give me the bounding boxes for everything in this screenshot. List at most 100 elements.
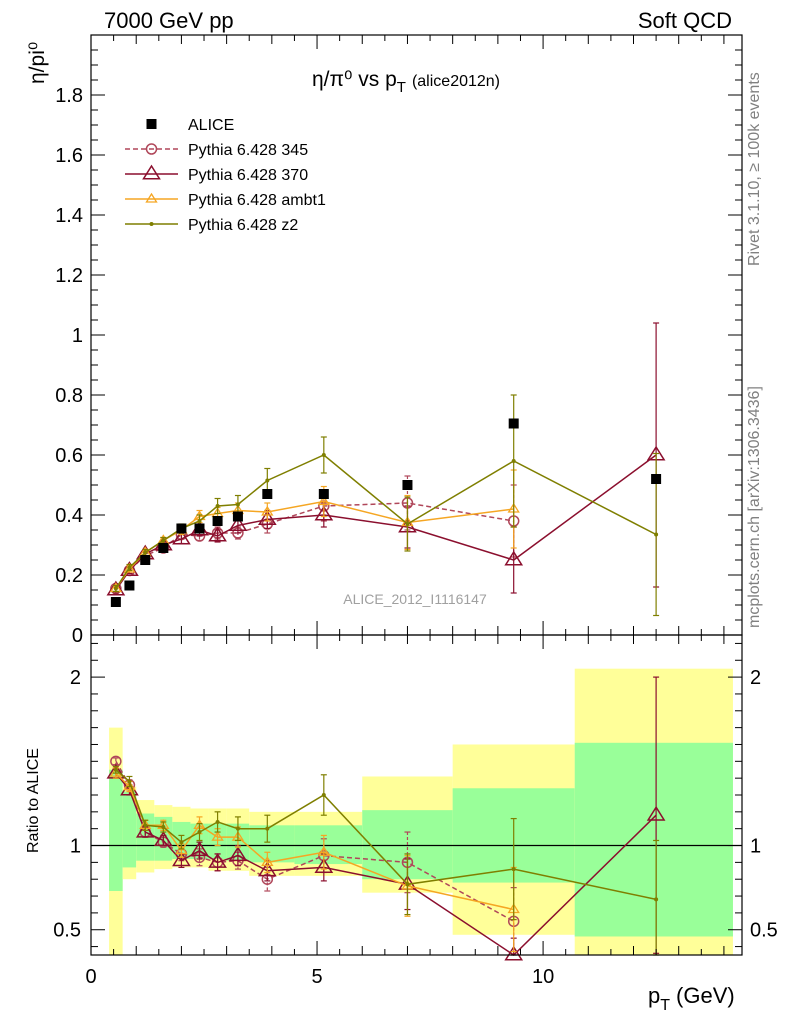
ratio-point-1-2 [135,822,155,838]
main-point-2-8 [261,505,274,516]
legend-marker-0 [145,143,158,155]
alice-point-5 [194,523,205,534]
alice-point-12 [651,474,662,484]
main-series-1 [106,322,666,596]
main-point-3-7 [235,502,240,507]
ratio-point-3-12 [654,897,659,902]
alice-point-6 [212,516,223,526]
main-ytick-label-9: 1.8 [55,85,83,107]
legend-marker-2 [145,192,158,203]
alice-point-1 [124,580,135,591]
main-ytick-label-2: 0.4 [55,505,83,527]
main-point-1-11 [504,550,524,566]
header-left: 7000 GeV pp [104,8,234,33]
ratio-point-1-9 [314,858,334,873]
main-ytick-label-7: 1.4 [55,205,83,227]
ratio-point-3-11 [511,867,516,872]
main-point-3-12 [654,532,659,537]
ratio-band-green-0 [109,769,123,891]
main-point-2-9 [317,495,330,506]
header-right: Soft QCD [637,8,732,33]
ratio-ytick-label-right-0: 0.5 [750,920,778,942]
main-point-3-6 [215,504,220,508]
alice-point-9 [318,489,329,499]
legend: ALICE Pythia 6.428 345 Pythia 6.428 370 Pyt… [125,117,326,234]
alice-point-0 [110,597,121,607]
ratio-xtick-label-2: 10 [532,966,554,988]
ratio-point-1-8 [257,861,277,877]
axes-layer: 0 0.2 0.4 0.6 0.8 1 1.2 1.4 1.6 1.8 0 5 10 0.5 0.5 1 1 2 2 [53,34,778,988]
main-point-3-11 [511,459,516,463]
ratio-ylabel: Ratio to ALICE [25,748,42,853]
legend-marker-3 [149,222,154,226]
main-point-1-7 [228,516,248,532]
main-point-1-6 [208,526,227,542]
ratio-point-2-9 [317,846,330,856]
ratio-band-green-12 [574,742,733,937]
ratio-point-1-11 [504,945,524,961]
main-point-1-1 [120,561,139,577]
alice-point-11 [508,418,519,429]
main-point-2-1 [123,562,136,573]
ratio-point-1-3 [153,831,173,847]
watermark: ALICE_2012_I1116147 [343,591,487,607]
legend-label-alice: ALICE [188,117,234,134]
main-series-layer [106,322,666,617]
legend-marker-1 [142,164,161,180]
ratio-band-green-8 [249,825,295,863]
ratio-point-1-4 [172,851,191,867]
main-point-3-3 [161,538,166,543]
main-ytick-label-4: 0.8 [55,385,83,407]
main-ytick-label-5: 1 [72,325,83,347]
main-point-1-0 [106,580,126,596]
ratio-series-layer [106,676,666,961]
main-series-3 [112,394,660,617]
alice-point-10 [402,480,413,490]
ratio-point-3-6 [215,819,220,824]
ratio-point-1-7 [228,846,248,862]
ratio-point-1-12 [646,805,666,821]
main-ytick-label-6: 1.2 [55,265,83,287]
ratio-point-3-5 [197,830,202,835]
main-point-1-8 [257,510,277,526]
ratio-point-3-7 [235,826,240,831]
ratio-point-1-6 [208,852,227,868]
ratio-point-2-1 [123,780,136,791]
ratio-point-2-8 [261,856,274,867]
ratio-point-1-5 [190,841,209,857]
alice-point-3 [158,543,169,553]
ratio-point-3-8 [265,826,270,831]
main-line-2 [115,500,514,589]
ratio-point-3-2 [143,823,148,828]
legend-label-2: Pythia 6.428 ambt1 [188,192,326,209]
ratio-series-3 [112,765,660,956]
ratio-ytick-label-left-0: 0.5 [53,920,81,942]
ratio-point-3-3 [161,825,166,829]
ratio-ytick-label-right-1: 1 [750,836,761,858]
ratio-xtick-label-1: 5 [311,966,322,988]
main-point-3-0 [113,586,118,591]
plot-title: η/π⁰ vs pT (alice2012n) [312,68,500,96]
ratio-ytick-label-left-1: 1 [70,836,81,858]
ratio-point-3-0 [113,767,118,772]
main-point-3-10 [405,522,410,526]
ratio-ytick-label-right-2: 2 [750,667,761,689]
alice-point-7 [232,511,243,522]
main-series-2 [109,469,520,593]
main-ytick-label-8: 1.6 [55,145,83,167]
main-point-3-9 [321,453,326,457]
legend-label-0: Pythia 6.428 345 [188,142,308,159]
x-axis-label: pT (GeV) [648,983,735,1014]
ratio-point-2-6 [211,830,224,841]
alice-point-4 [176,523,187,534]
main-ytick-label-0: 0 [72,625,83,647]
alice-point-8 [262,489,273,499]
main-ylabel: η/pi⁰ [26,42,49,84]
legend-marker-alice [146,119,157,129]
ratio-point-3-10 [405,882,410,887]
main-data-alice [110,418,662,607]
main-line-3 [115,454,657,589]
legend-label-1: Pythia 6.428 370 [188,167,308,184]
ratio-point-3-4 [179,840,184,845]
